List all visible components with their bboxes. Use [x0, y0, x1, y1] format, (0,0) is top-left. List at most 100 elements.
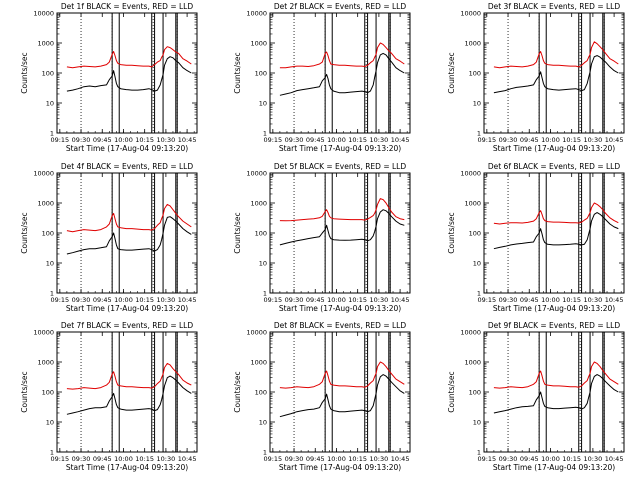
lld-rate-line [279, 361, 405, 389]
y-tick-label: 100 [469, 70, 481, 78]
events-rate-line [279, 52, 405, 96]
x-axis-label: Start Time (17-Aug-04 09:13:20) [66, 144, 188, 153]
x-tick-label: 10:30 [157, 455, 176, 463]
y-tick-label: 10 [473, 419, 481, 427]
x-tick-label: 09:15 [477, 136, 496, 144]
x-tick-label: 09:30 [285, 296, 304, 304]
y-tick-label: 10000 [246, 10, 267, 18]
y-tick-label: 1 [477, 290, 481, 298]
x-tick-label: 10:45 [391, 296, 410, 304]
x-tick-label: 09:15 [50, 455, 69, 463]
y-tick-label: 100 [42, 389, 54, 397]
y-tick-label: 10 [46, 100, 54, 108]
y-tick-label: 1 [50, 130, 54, 138]
x-tick-label: 09:45 [306, 455, 325, 463]
panel-det-7: Det 7f BLACK = Events, RED = LLD 1 10 100 10… [20, 321, 198, 472]
y-tick-label: 1 [263, 290, 267, 298]
y-tick-label: 1000 [250, 200, 267, 208]
y-tick-label: 1000 [37, 40, 54, 48]
x-tick-label: 10:00 [541, 136, 560, 144]
panel-title: Det 7f BLACK = Events, RED = LLD [61, 321, 194, 330]
y-axis-label: Counts/sec [20, 371, 29, 412]
y-tick-label: 10 [259, 100, 267, 108]
x-tick-label: 09:15 [50, 296, 69, 304]
y-tick-label: 1000 [464, 359, 481, 367]
events-rate-line [279, 209, 405, 246]
x-axis-label: Start Time (17-Aug-04 09:13:20) [279, 463, 401, 472]
x-tick-label: 09:15 [477, 455, 496, 463]
x-tick-label: 09:30 [72, 455, 91, 463]
y-tick-label: 100 [255, 70, 267, 78]
lld-rate-line [493, 202, 619, 225]
x-tick-label: 09:45 [520, 136, 539, 144]
x-tick-label: 09:45 [93, 296, 112, 304]
panel-title: Det 5f BLACK = Events, RED = LLD [274, 162, 407, 171]
y-tick-label: 10000 [460, 170, 481, 178]
x-tick-label: 09:30 [285, 136, 304, 144]
y-tick-label: 10 [473, 100, 481, 108]
lld-rate-line [279, 42, 405, 69]
panel-det-3: Det 3f BLACK = Events, RED = LLD 1 10 100 10… [447, 2, 625, 153]
x-tick-label: 10:00 [327, 455, 346, 463]
panel-det-5: Det 5f BLACK = Events, RED = LLD 1 10 100 10… [233, 162, 411, 313]
x-axis-label: Start Time (17-Aug-04 09:13:20) [279, 304, 401, 313]
y-tick-label: 100 [469, 230, 481, 238]
lld-rate-line [66, 362, 192, 390]
x-tick-label: 10:30 [584, 136, 603, 144]
events-rate-line [493, 212, 619, 250]
x-tick-label: 10:15 [562, 136, 581, 144]
y-tick-label: 1000 [464, 40, 481, 48]
x-axis-label: Start Time (17-Aug-04 09:13:20) [279, 144, 401, 153]
y-tick-label: 1000 [37, 200, 54, 208]
y-tick-label: 10 [473, 260, 481, 268]
x-tick-label: 10:15 [562, 455, 581, 463]
y-tick-label: 10 [46, 419, 54, 427]
x-tick-label: 10:30 [157, 296, 176, 304]
y-tick-label: 10000 [33, 10, 54, 18]
y-axis-label: Counts/sec [447, 371, 456, 412]
x-tick-label: 09:45 [520, 296, 539, 304]
y-tick-label: 1 [263, 130, 267, 138]
x-tick-label: 09:45 [93, 136, 112, 144]
events-rate-line [66, 375, 192, 415]
y-axis-label: Counts/sec [233, 52, 242, 93]
y-tick-label: 10000 [33, 170, 54, 178]
y-tick-label: 100 [42, 230, 54, 238]
x-tick-label: 10:45 [178, 455, 197, 463]
panel-det-9: Det 9f BLACK = Events, RED = LLD 1 10 100 10… [447, 321, 625, 472]
x-tick-label: 10:30 [370, 455, 389, 463]
panel-title: Det 4f BLACK = Events, RED = LLD [61, 162, 194, 171]
x-tick-label: 09:30 [499, 455, 518, 463]
x-tick-label: 10:00 [541, 296, 560, 304]
y-tick-label: 1000 [250, 40, 267, 48]
y-tick-label: 1 [263, 449, 267, 457]
events-rate-line [279, 374, 405, 418]
y-axis-label: Counts/sec [20, 212, 29, 253]
x-tick-label: 10:15 [135, 296, 154, 304]
x-tick-label: 09:45 [520, 455, 539, 463]
x-tick-label: 09:30 [499, 136, 518, 144]
x-tick-label: 10:00 [541, 455, 560, 463]
x-tick-label: 10:45 [605, 455, 624, 463]
x-tick-label: 10:15 [348, 136, 367, 144]
x-tick-label: 10:45 [391, 136, 410, 144]
x-tick-label: 10:30 [370, 296, 389, 304]
x-tick-label: 10:30 [584, 455, 603, 463]
lld-rate-line [493, 361, 619, 389]
x-tick-label: 09:45 [306, 296, 325, 304]
x-tick-label: 09:15 [263, 296, 282, 304]
x-tick-label: 10:15 [348, 296, 367, 304]
x-axis-label: Start Time (17-Aug-04 09:13:20) [493, 144, 615, 153]
y-tick-label: 1000 [464, 200, 481, 208]
y-tick-label: 1000 [250, 359, 267, 367]
y-tick-label: 100 [255, 389, 267, 397]
y-tick-label: 1 [477, 130, 481, 138]
y-tick-label: 10000 [33, 329, 54, 337]
y-tick-label: 1 [477, 449, 481, 457]
y-axis-label: Counts/sec [233, 212, 242, 253]
x-tick-label: 10:15 [135, 136, 154, 144]
panel-det-2: Det 2f BLACK = Events, RED = LLD 1 10 100 10… [233, 2, 411, 153]
x-tick-label: 10:00 [327, 136, 346, 144]
y-tick-label: 10000 [460, 10, 481, 18]
y-axis-label: Counts/sec [447, 52, 456, 93]
